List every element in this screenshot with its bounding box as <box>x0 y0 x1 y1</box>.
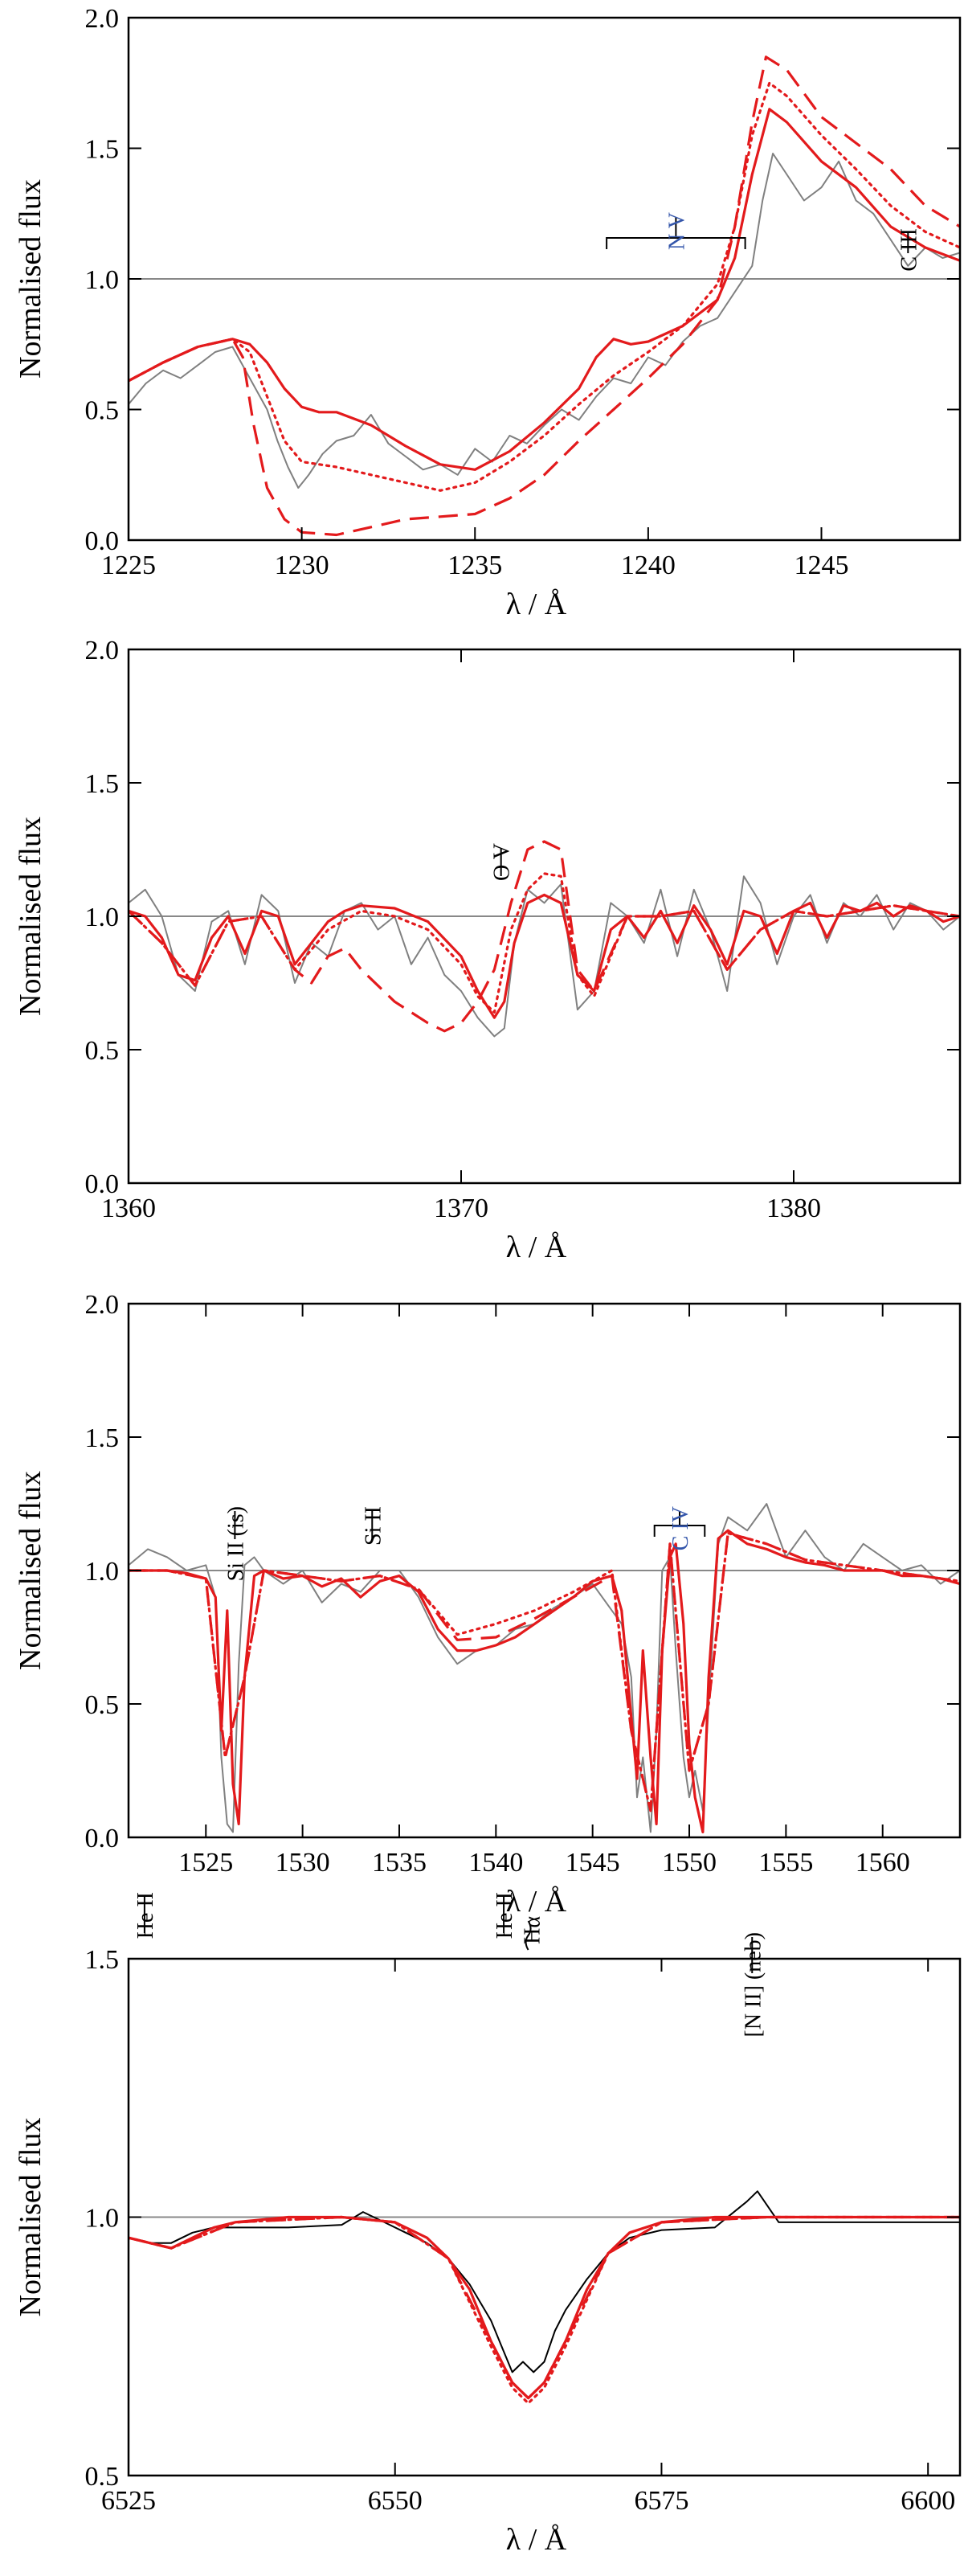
x-axis-title: λ / Å <box>506 1231 567 1264</box>
series-model-dotted <box>129 2215 960 2405</box>
x-tick-label: 1245 <box>794 551 849 580</box>
series-model-dashed <box>129 55 960 537</box>
y-tick-label: 0.0 <box>85 1169 120 1199</box>
y-tick-label: 2.0 <box>85 636 120 666</box>
x-axis-title: λ / Å <box>506 2523 567 2557</box>
x-tick-label: 1560 <box>856 1848 910 1878</box>
x-tick-label: 1360 <box>101 1194 156 1223</box>
series-model-dashed <box>129 840 960 1033</box>
y-tick-label: 2.0 <box>85 1290 120 1320</box>
series-model-solid <box>129 893 960 1019</box>
panel-1: 1225 1230 1235 1240 1245 0.0 0.5 1.0 1.5 2.0 λ / Å… <box>14 4 962 621</box>
annotation-si-ii-is-: Si II (is) <box>223 1506 248 1581</box>
series-model-dashed <box>129 1531 960 1812</box>
series-observed <box>129 153 960 489</box>
series-model-dotted <box>129 872 960 1014</box>
annotation-c-iii: C III <box>897 228 921 272</box>
series-observed <box>129 2190 960 2373</box>
svg-text:[N II] (neb): [N II] (neb) <box>741 1932 766 2037</box>
y-tick-label: 1.5 <box>85 1945 120 1975</box>
x-tick-label: 6600 <box>901 2486 955 2516</box>
x-tick-label: 1525 <box>178 1848 233 1878</box>
svg-text:Si II: Si II <box>361 1506 386 1546</box>
x-axis-title: λ / Å <box>506 1885 567 1919</box>
svg-text:O V: O V <box>490 843 515 881</box>
x-tick-label: 6525 <box>101 2486 156 2516</box>
panel-2: 1360 1370 1380 0.0 0.5 1.0 1.5 2.0 λ / Å Normalis… <box>14 636 962 1264</box>
x-tick-label: 1230 <box>275 551 329 580</box>
y-tick-label: 0.5 <box>85 1690 120 1720</box>
annotation--n-ii-neb-: [N II] (neb) <box>741 1932 766 2037</box>
y-tick-label: 1.5 <box>85 769 120 799</box>
svg-text:Hα: Hα <box>521 1916 545 1944</box>
annotation-c-iv: C IV <box>653 1506 706 1550</box>
series-observed <box>129 1503 960 1833</box>
x-tick-label: 1530 <box>276 1848 330 1878</box>
x-axis-title: λ / Å <box>506 588 567 621</box>
x-tick-label: 1535 <box>372 1848 427 1878</box>
series-model-dotted <box>129 81 960 492</box>
y-tick-label: 0.5 <box>85 2462 120 2492</box>
y-axis-title: Normalised flux <box>14 2117 47 2316</box>
x-tick-label: 1550 <box>662 1848 717 1878</box>
svg-text:N V: N V <box>664 212 689 250</box>
y-tick-label: 2.0 <box>85 4 120 34</box>
y-tick-label: 1.0 <box>85 903 120 932</box>
annotation-he-ii: He II <box>133 1892 158 1939</box>
x-tick-label: 1235 <box>447 551 502 580</box>
series-model-dotted <box>129 1531 960 1812</box>
x-tick-label: 1240 <box>621 551 676 580</box>
annotation-n-v: N V <box>606 212 746 250</box>
y-axis-title: Normalised flux <box>14 1471 47 1670</box>
svg-text:Si II (is): Si II (is) <box>223 1506 248 1581</box>
y-tick-label: 1.0 <box>85 2204 120 2234</box>
panel-4: 6525 6550 6575 6600 0.5 1.0 1.5 λ / Å Normalised… <box>14 1892 962 2557</box>
svg-text:C IV: C IV <box>668 1506 693 1550</box>
svg-text:C III: C III <box>897 228 921 272</box>
annotation-he-ii: He II <box>492 1892 517 1939</box>
x-tick-label: 6575 <box>634 2486 688 2516</box>
panel-3: 1525 1530 1535 1540 1545 1550 1555 1560 0.0 0.5 1.… <box>14 1290 962 1919</box>
x-tick-label: 1540 <box>468 1848 523 1878</box>
y-tick-label: 0.0 <box>85 1824 120 1853</box>
annotation-h-: Hα <box>521 1916 545 1951</box>
y-axis-title: Normalised flux <box>14 817 47 1016</box>
y-tick-label: 1.5 <box>85 135 120 165</box>
y-tick-label: 0.5 <box>85 1036 120 1066</box>
series-observed <box>129 875 960 1038</box>
y-tick-label: 0.5 <box>85 396 120 426</box>
y-tick-label: 1.0 <box>85 265 120 295</box>
annotation-o-v: O V <box>490 843 515 881</box>
x-tick-label: 1545 <box>566 1848 620 1878</box>
svg-text:He II: He II <box>492 1892 517 1939</box>
x-tick-label: 1225 <box>101 551 156 580</box>
x-tick-label: 1380 <box>766 1194 821 1223</box>
y-tick-label: 0.0 <box>85 526 120 556</box>
y-axis-title: Normalised flux <box>14 179 47 379</box>
y-tick-label: 1.0 <box>85 1557 120 1587</box>
x-tick-label: 6550 <box>368 2486 423 2516</box>
series-model-solid <box>129 2215 960 2400</box>
y-tick-label: 1.5 <box>85 1423 120 1453</box>
series-model-solid <box>129 1529 960 1833</box>
series-model-dashed <box>129 2215 960 2400</box>
svg-text:He II: He II <box>133 1892 158 1939</box>
x-tick-label: 1370 <box>434 1194 488 1223</box>
annotation-si-ii: Si II <box>361 1506 386 1546</box>
x-tick-label: 1555 <box>758 1848 813 1878</box>
series-model-solid <box>129 108 960 471</box>
